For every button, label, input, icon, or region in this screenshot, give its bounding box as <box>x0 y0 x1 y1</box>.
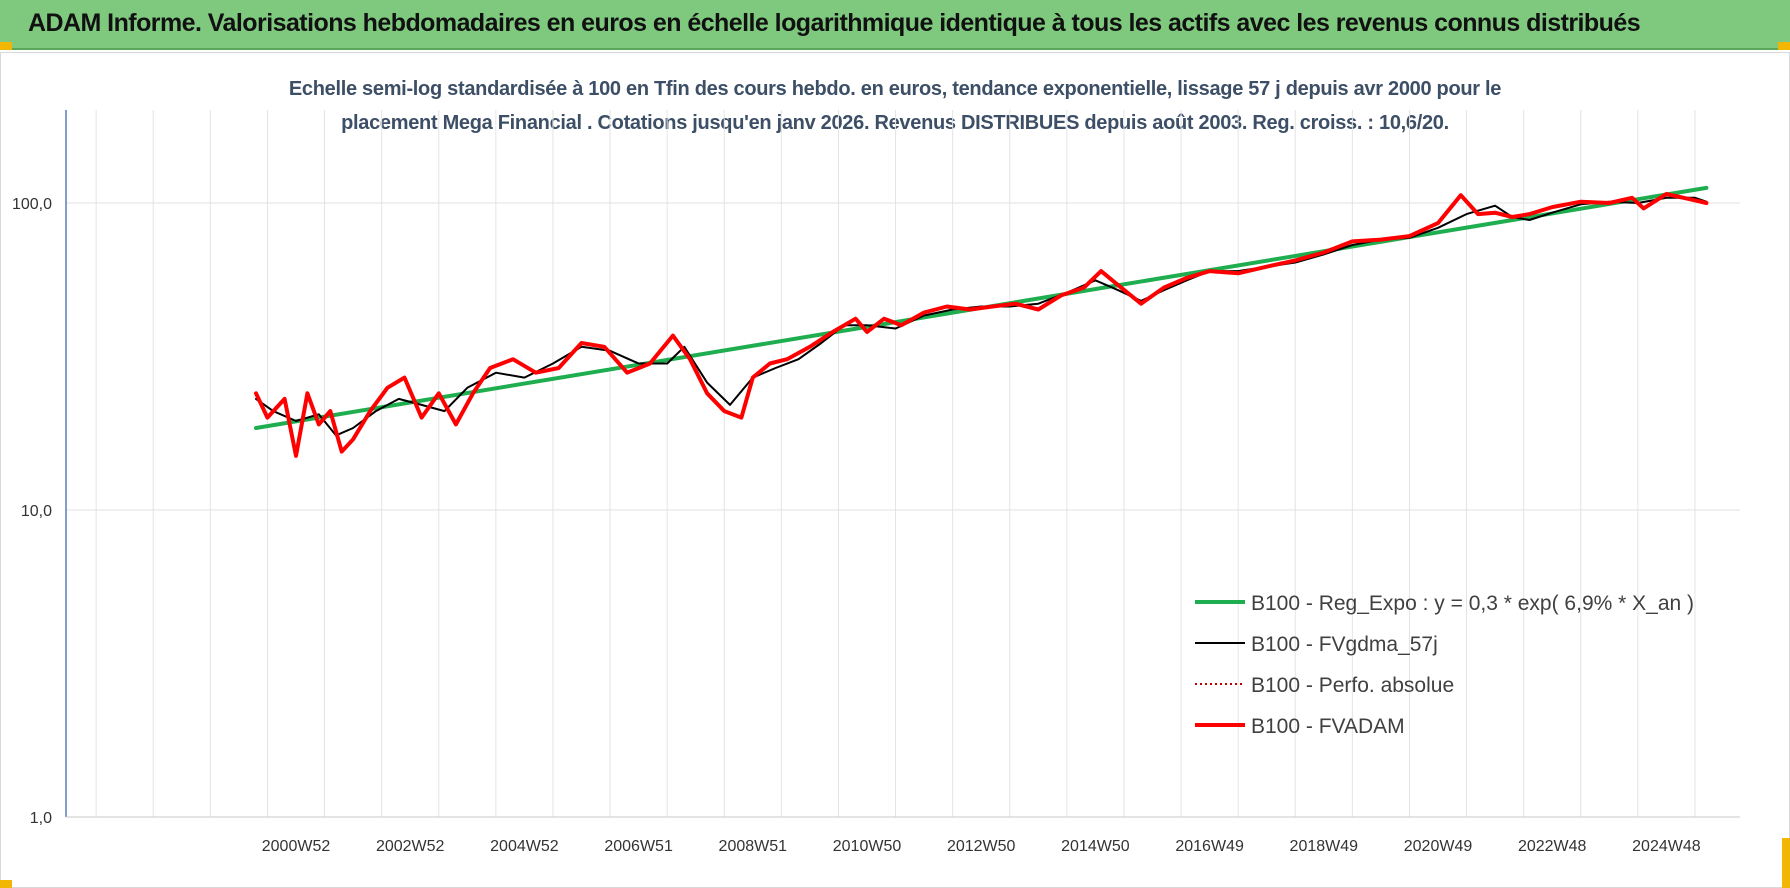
header-banner: ADAM Informe. Valorisations hebdomadaire… <box>0 0 1790 50</box>
x-tick-label: 2012W50 <box>947 838 1016 855</box>
y-tick-label: 10,0 <box>21 503 52 520</box>
x-tick-label: 2006W51 <box>604 838 673 855</box>
x-tick-label: 2002W52 <box>376 838 445 855</box>
x-tick-label: 2024W48 <box>1632 838 1701 855</box>
x-tick-label: 2010W50 <box>833 838 902 855</box>
legend-label: B100 - Reg_Expo : y = 0,3 * exp( 6,9% * … <box>1251 592 1694 615</box>
axes: 1,0 10,0 100,0 2000W52 2002W52 2004W52 2006W51… <box>12 110 1740 855</box>
corner-marker <box>1782 838 1790 888</box>
x-tick-label: 2004W52 <box>490 838 559 855</box>
series-line-3 <box>254 192 1709 458</box>
x-tick-label: 2022W48 <box>1518 838 1587 855</box>
x-tick-label: 2000W52 <box>262 838 331 855</box>
x-tick-label: 2008W51 <box>719 838 788 855</box>
series-layer <box>254 185 1709 458</box>
x-tick-label: 2014W50 <box>1061 838 1130 855</box>
chart-title-line-1: Echelle semi-log standardisée à 100 en T… <box>288 78 1502 100</box>
y-tick-label: 100,0 <box>12 196 52 213</box>
x-tick-label: 2018W49 <box>1290 838 1359 855</box>
series-line-1 <box>255 196 1708 437</box>
x-tick-label: 2016W49 <box>1175 838 1244 855</box>
grid-lines <box>66 110 1740 818</box>
page-title: ADAM Informe. Valorisations hebdomadaire… <box>28 9 1641 37</box>
x-tick-label: 2020W49 <box>1404 838 1473 855</box>
legend-label: B100 - Perfo. absolue <box>1251 674 1454 697</box>
corner-marker <box>1778 42 1790 50</box>
corner-marker <box>0 42 12 50</box>
y-tick-label: 1,0 <box>30 810 52 827</box>
legend: B100 - Reg_Expo : y = 0,3 * exp( 6,9% * … <box>1195 592 1694 738</box>
legend-label: B100 - FVgdma_57j <box>1251 633 1438 656</box>
corner-marker <box>0 880 12 888</box>
legend-label: B100 - FVADAM <box>1251 715 1405 738</box>
